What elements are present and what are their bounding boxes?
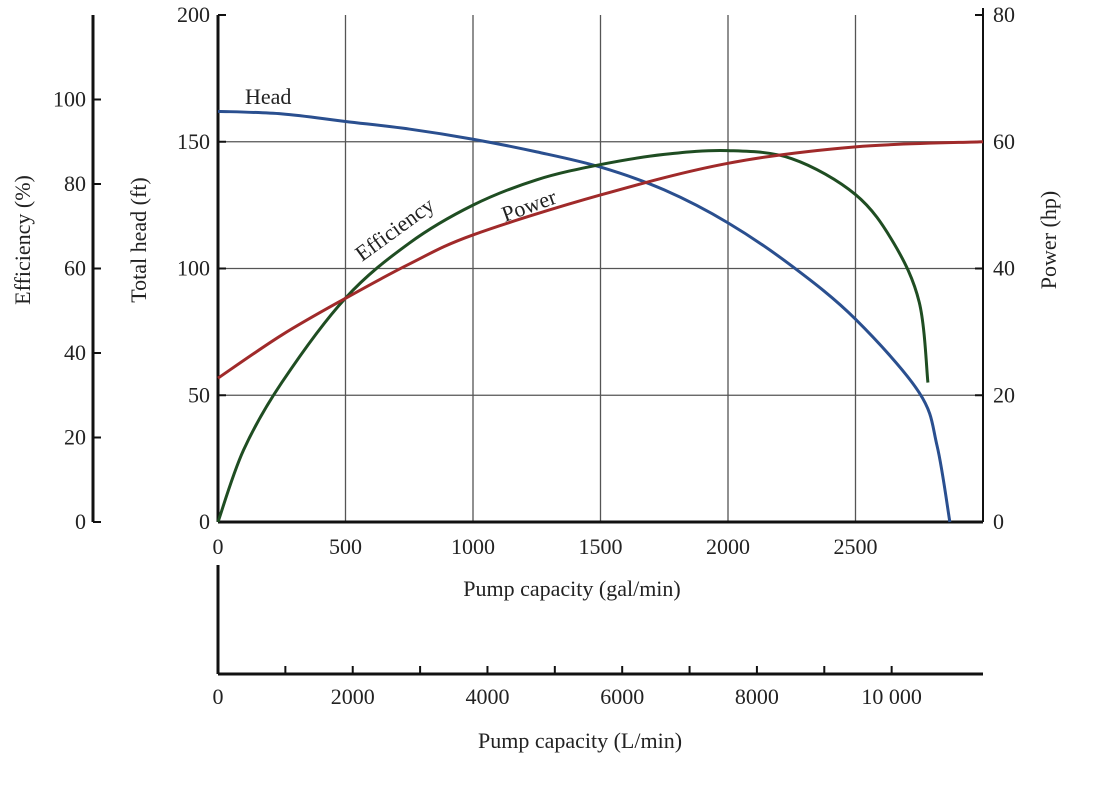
curves: [216, 109, 984, 523]
power-tick-label: 80: [993, 2, 1015, 27]
efficiency-axis-title: Efficiency (%): [10, 175, 35, 305]
power-tick-label: 20: [993, 382, 1015, 407]
x2-tick-label: 6000: [600, 684, 644, 709]
power-tick-label: 40: [993, 256, 1015, 281]
head-tick-label: 0: [199, 509, 210, 534]
head-tick-label: 50: [188, 382, 210, 407]
x-tick-label: 1000: [451, 534, 495, 559]
head-tick-label: 150: [177, 129, 210, 154]
x2-axis-title: Pump capacity (L/min): [478, 728, 682, 753]
head-tick-label: 200: [177, 2, 210, 27]
power-tick-label: 60: [993, 129, 1015, 154]
x2-tick-label: 10 000: [861, 684, 922, 709]
x-tick-label: 1500: [579, 534, 623, 559]
power-tick-label: 0: [993, 509, 1004, 534]
x2-tick-label: 2000: [331, 684, 375, 709]
head-axis-title: Total head (ft): [126, 177, 151, 303]
efficiency-tick-label: 0: [75, 509, 86, 534]
efficiency-tick-label: 60: [64, 256, 86, 281]
efficiency-tick-label: 40: [64, 340, 86, 365]
x2-tick-label: 0: [213, 684, 224, 709]
axes: [91, 8, 984, 676]
x-tick-label: 500: [329, 534, 362, 559]
x-tick-label: 0: [213, 534, 224, 559]
efficiency-tick-label: 100: [53, 87, 86, 112]
power-axis-title: Power (hp): [1036, 191, 1061, 289]
head-tick-label: 100: [177, 256, 210, 281]
x-tick-label: 2000: [706, 534, 750, 559]
efficiency-tick-label: 20: [64, 425, 86, 450]
x2-tick-label: 4000: [465, 684, 509, 709]
series-label-head: Head: [245, 84, 291, 109]
curve-power: [217, 140, 984, 380]
x-axis-title: Pump capacity (gal/min): [463, 576, 681, 601]
x-tick-label: 2500: [834, 534, 878, 559]
grid: [218, 15, 983, 522]
curve-head: [217, 109, 952, 523]
x2-tick-label: 8000: [735, 684, 779, 709]
curve-efficiency: [216, 148, 930, 523]
efficiency-tick-label: 80: [64, 171, 86, 196]
